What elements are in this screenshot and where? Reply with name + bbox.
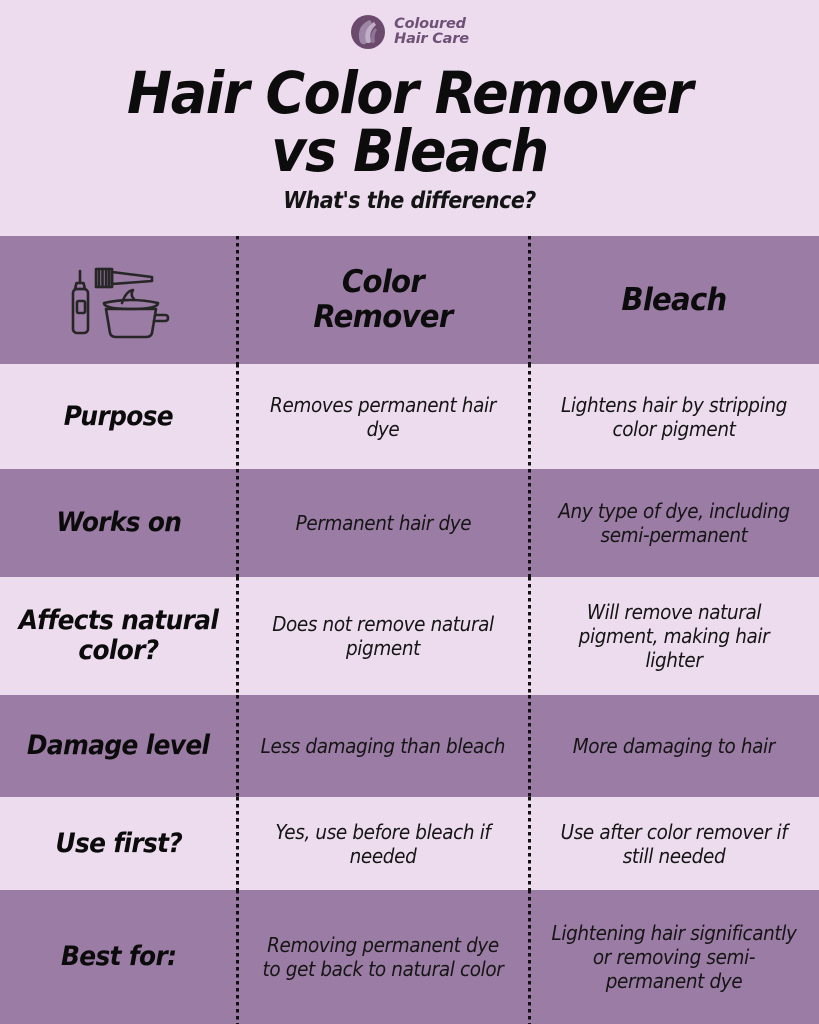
header-color-remover-line2: Remover bbox=[313, 299, 453, 335]
brand-name-line1: Coloured bbox=[394, 16, 466, 32]
row-label: Damage level bbox=[27, 730, 210, 761]
row-label-cell: Affects natural color? bbox=[0, 577, 237, 695]
row-bleach-value: Lightening hair significantly or removin… bbox=[551, 921, 797, 993]
column-divider-1 bbox=[236, 364, 239, 469]
table-header-row: Color Remover Bleach bbox=[0, 236, 819, 364]
row-label-cell: Best for: bbox=[0, 890, 237, 1024]
comparison-table: Color Remover Bleach Purpose Removes per… bbox=[0, 236, 819, 1024]
column-divider-2 bbox=[528, 797, 531, 890]
column-divider-1 bbox=[236, 236, 239, 364]
brand-logo: Coloured Hair Care bbox=[0, 14, 819, 50]
table-row: Use first? Yes, use before bleach if nee… bbox=[0, 797, 819, 890]
row-remover-value: Removes permanent hair dye bbox=[270, 392, 496, 441]
row-bleach-cell: Lightens hair by stripping color pigment bbox=[529, 364, 819, 469]
column-divider-1 bbox=[236, 469, 239, 577]
table-row: Affects natural color? Does not remove n… bbox=[0, 577, 819, 695]
row-remover-value: Permanent hair dye bbox=[295, 511, 471, 535]
hair-profile-logo-icon bbox=[351, 15, 386, 49]
header-cell-color-remover: Color Remover bbox=[237, 236, 529, 364]
row-label-cell: Use first? bbox=[0, 797, 237, 890]
row-remover-cell: Permanent hair dye bbox=[237, 469, 529, 577]
column-divider-2 bbox=[528, 236, 531, 364]
row-remover-cell: Less damaging than bleach bbox=[237, 695, 529, 797]
row-bleach-value: More damaging to hair bbox=[572, 734, 776, 758]
row-remover-cell: Yes, use before bleach if needed bbox=[237, 797, 529, 890]
brand-name: Coloured Hair Care bbox=[394, 17, 469, 47]
row-bleach-value: Any type of dye, including semi-permanen… bbox=[558, 499, 790, 547]
column-divider-1 bbox=[236, 577, 239, 695]
table-row: Best for: Removing permanent dye to get … bbox=[0, 890, 819, 1024]
page-subtitle: What's the difference? bbox=[283, 188, 536, 214]
row-label-cell: Purpose bbox=[0, 364, 237, 469]
row-label: Purpose bbox=[63, 400, 174, 432]
row-remover-cell: Removes permanent hair dye bbox=[237, 364, 529, 469]
column-divider-1 bbox=[236, 890, 239, 1024]
row-remover-value: Yes, use before bleach if needed bbox=[275, 819, 491, 868]
row-label-cell: Damage level bbox=[0, 695, 237, 797]
column-divider-1 bbox=[236, 695, 239, 797]
column-divider-2 bbox=[528, 469, 531, 577]
table-row: Works on Permanent hair dye Any type of … bbox=[0, 469, 819, 577]
row-label: Use first? bbox=[55, 827, 182, 859]
row-bleach-cell: More damaging to hair bbox=[529, 695, 819, 797]
column-divider-1 bbox=[236, 797, 239, 890]
row-bleach-cell: Use after color remover if still needed bbox=[529, 797, 819, 890]
row-remover-cell: Removing permanent dye to get back to na… bbox=[237, 890, 529, 1024]
page-title-line2: vs Bleach bbox=[271, 117, 549, 185]
row-bleach-value: Will remove natural pigment, making hair… bbox=[578, 600, 770, 672]
column-divider-2 bbox=[528, 577, 531, 695]
column-divider-2 bbox=[528, 890, 531, 1024]
row-bleach-cell: Will remove natural pigment, making hair… bbox=[529, 577, 819, 695]
column-divider-2 bbox=[528, 364, 531, 469]
table-row: Purpose Removes permanent hair dye Light… bbox=[0, 364, 819, 469]
row-label: Best for: bbox=[60, 941, 177, 972]
table-row: Damage level Less damaging than bleach M… bbox=[0, 695, 819, 797]
row-bleach-value: Use after color remover if still needed bbox=[560, 819, 788, 868]
row-remover-value: Does not remove natural pigment bbox=[272, 612, 494, 660]
row-bleach-cell: Any type of dye, including semi-permanen… bbox=[529, 469, 819, 577]
header-color-remover-line1: Color bbox=[341, 264, 425, 300]
header-cell-icon bbox=[0, 236, 237, 364]
row-remover-cell: Does not remove natural pigment bbox=[237, 577, 529, 695]
header-bleach-label: Bleach bbox=[621, 281, 727, 318]
header-cell-bleach: Bleach bbox=[529, 236, 819, 364]
page-title-line1: Hair Color Remover bbox=[127, 59, 693, 127]
row-label: Affects natural color? bbox=[18, 605, 219, 666]
row-remover-value: Less damaging than bleach bbox=[260, 734, 506, 758]
row-remover-value: Removing permanent dye to get back to na… bbox=[262, 933, 504, 981]
row-bleach-value: Lightens hair by stripping color pigment bbox=[561, 392, 787, 441]
hair-dye-kit-icon bbox=[71, 267, 169, 339]
row-label-cell: Works on bbox=[0, 469, 237, 577]
column-divider-2 bbox=[528, 695, 531, 797]
row-bleach-cell: Lightening hair significantly or removin… bbox=[529, 890, 819, 1024]
row-label: Works on bbox=[56, 507, 182, 538]
page-title: Hair Color Remover vs Bleach bbox=[29, 64, 791, 180]
brand-name-line2: Hair Care bbox=[394, 31, 469, 47]
